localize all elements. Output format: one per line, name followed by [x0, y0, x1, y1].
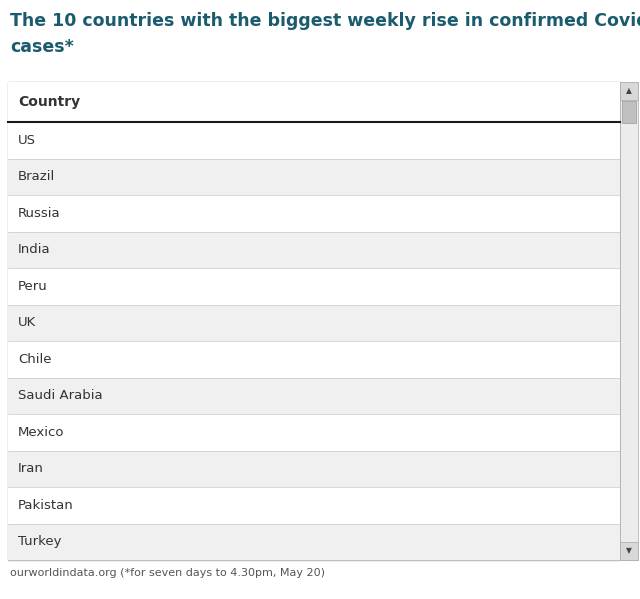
Bar — [8, 82, 620, 560]
Text: Saudi Arabia: Saudi Arabia — [18, 389, 102, 403]
Text: Chile: Chile — [18, 353, 51, 366]
Text: India: India — [18, 243, 51, 256]
Text: cases*: cases* — [10, 38, 74, 56]
Text: Country: Country — [18, 95, 80, 109]
Text: Mexico: Mexico — [18, 426, 65, 438]
Bar — [8, 195, 620, 231]
Bar — [8, 304, 620, 341]
Bar — [620, 82, 638, 560]
Text: Iran: Iran — [18, 462, 44, 475]
Text: Peru: Peru — [18, 280, 48, 293]
Text: Pakistan: Pakistan — [18, 499, 74, 512]
Bar — [8, 487, 620, 524]
Bar — [620, 82, 638, 100]
Bar — [8, 377, 620, 414]
Text: Russia: Russia — [18, 207, 61, 220]
Bar — [8, 159, 620, 195]
Bar — [8, 268, 620, 304]
Bar — [8, 524, 620, 560]
Text: ▼: ▼ — [626, 546, 632, 555]
Text: US: US — [18, 134, 36, 147]
Bar — [622, 101, 636, 123]
Bar — [8, 414, 620, 450]
Bar — [8, 122, 620, 159]
Text: ourworldindata.org (*for seven days to 4.30pm, May 20): ourworldindata.org (*for seven days to 4… — [10, 568, 325, 578]
Bar — [8, 341, 620, 377]
Bar — [8, 231, 620, 268]
Text: Brazil: Brazil — [18, 170, 55, 183]
Text: ▲: ▲ — [626, 86, 632, 95]
Bar — [8, 450, 620, 487]
Bar — [620, 542, 638, 560]
Bar — [8, 82, 620, 122]
Text: Turkey: Turkey — [18, 536, 61, 548]
Text: The 10 countries with the biggest weekly rise in confirmed Covid-19: The 10 countries with the biggest weekly… — [10, 12, 640, 30]
Text: UK: UK — [18, 316, 36, 329]
